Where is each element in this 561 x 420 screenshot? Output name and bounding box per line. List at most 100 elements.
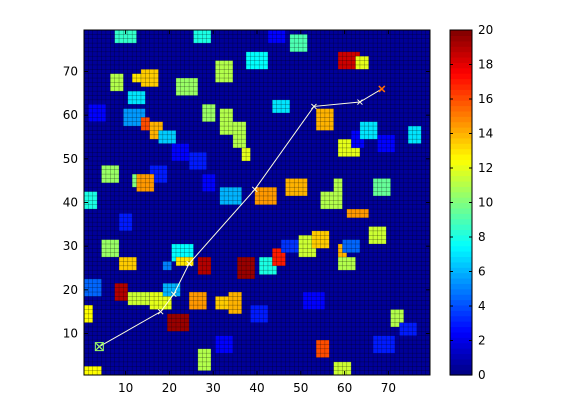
heatmap-block <box>338 51 360 70</box>
heatmap-block <box>101 165 120 183</box>
heatmap-block <box>373 178 391 196</box>
heatmap-block <box>84 278 102 297</box>
colorbar-segment <box>450 67 472 74</box>
heatmap-block <box>88 104 106 122</box>
heatmap-block <box>101 239 120 258</box>
colorbar-tick-label: 8 <box>478 230 486 244</box>
heatmap-block <box>368 226 387 244</box>
x-tick-label: 70 <box>381 381 396 395</box>
colorbar-segment <box>450 132 472 139</box>
colorbar-segment <box>450 315 472 322</box>
colorbar-segment <box>450 78 472 85</box>
colorbar-segment <box>450 358 472 365</box>
colorbar-segment <box>450 261 472 268</box>
heatmap-block <box>202 174 216 192</box>
colorbar-segment <box>450 170 472 177</box>
colorbar-segment <box>450 100 472 107</box>
colorbar-segment <box>450 30 472 36</box>
colorbar-tick-label: 4 <box>478 299 486 313</box>
colorbar-segment <box>450 191 472 198</box>
heatmap-block <box>189 292 207 310</box>
heatmap-block <box>289 34 308 52</box>
heatmap-block <box>246 51 268 70</box>
colorbar-segment <box>450 121 472 128</box>
colorbar-segment <box>450 331 472 338</box>
heatmap-block <box>320 191 343 210</box>
colorbar: 0 2 4 6 8 10 12 14 16 18 20 <box>449 23 493 382</box>
heatmap-block <box>140 117 150 131</box>
heatmap-block <box>377 134 395 153</box>
heatmap-block <box>197 348 212 371</box>
colorbar-segment <box>450 251 472 258</box>
colorbar-tick-label: 16 <box>478 92 493 106</box>
colorbar-segment <box>450 342 472 349</box>
y-tick-label: 10 <box>63 327 78 341</box>
colorbar-segment <box>450 83 472 90</box>
heatmap-block <box>355 56 369 70</box>
y-tick-label: 30 <box>63 239 78 253</box>
colorbar-segment <box>450 127 472 134</box>
colorbar-segment <box>450 148 472 155</box>
colorbar-segment <box>450 73 472 80</box>
colorbar-segment <box>450 105 472 112</box>
x-tick-label: 30 <box>206 381 221 395</box>
colorbar-segment <box>450 46 472 53</box>
colorbar-segment <box>450 110 472 117</box>
heatmap-block <box>219 187 242 205</box>
heatmap-block <box>285 178 308 196</box>
heatmap-block <box>254 187 277 205</box>
colorbar-segment <box>450 245 472 252</box>
heatmap-block <box>119 213 133 231</box>
heatmap-block <box>162 283 181 297</box>
colorbar-segment <box>450 62 472 69</box>
heatmap-block <box>408 126 422 144</box>
colorbar-segment <box>450 283 472 290</box>
colorbar-segment <box>450 51 472 58</box>
colorbar-tick-label: 18 <box>478 58 493 72</box>
x-tick-label: 50 <box>293 381 308 395</box>
colorbar-segment <box>450 186 472 193</box>
y-tick-label: 70 <box>63 64 78 78</box>
colorbar-segment <box>450 348 472 355</box>
heatmap-block <box>241 147 251 162</box>
y-tick-label: 20 <box>63 283 78 297</box>
heatmap-block <box>84 305 93 323</box>
colorbar-segment <box>450 364 472 371</box>
heatmap-block <box>132 73 141 83</box>
heatmap-block <box>311 230 330 249</box>
colorbar-segment <box>450 159 472 166</box>
colorbar-segment <box>450 240 472 247</box>
colorbar-segment <box>450 153 472 160</box>
colorbar-segment <box>450 321 472 328</box>
colorbar-segment <box>450 40 472 47</box>
heatmap-block <box>219 108 233 135</box>
path-point <box>157 308 164 315</box>
heatmap-block <box>338 257 356 271</box>
colorbar-segment <box>450 218 472 225</box>
heatmap-block <box>175 78 198 96</box>
heatmap-block <box>127 292 150 306</box>
heatmap-block <box>342 239 360 253</box>
colorbar-segment <box>450 304 472 311</box>
colorbar-segment <box>450 353 472 360</box>
colorbar-segment <box>450 180 472 187</box>
heatmap-block <box>316 340 330 358</box>
heatmap-block <box>162 261 172 271</box>
colorbar-segment <box>450 326 472 333</box>
y-tick-label: 60 <box>63 108 78 122</box>
heatmap-block <box>123 108 146 127</box>
colorbar-segment <box>450 229 472 236</box>
heatmap-block <box>333 178 343 196</box>
colorbar-segment <box>450 143 472 150</box>
heatmap-block <box>272 99 290 113</box>
colorbar-segment <box>450 137 472 144</box>
heatmap-block <box>237 257 255 279</box>
plot-area <box>83 29 431 376</box>
colorbar-segment <box>450 89 472 96</box>
start-marker <box>94 342 104 352</box>
heatmap-block <box>316 108 334 131</box>
colorbar-segment <box>450 294 472 301</box>
heatmap-block <box>267 30 286 44</box>
path-line <box>99 88 383 348</box>
start-marker-cross <box>94 342 104 351</box>
